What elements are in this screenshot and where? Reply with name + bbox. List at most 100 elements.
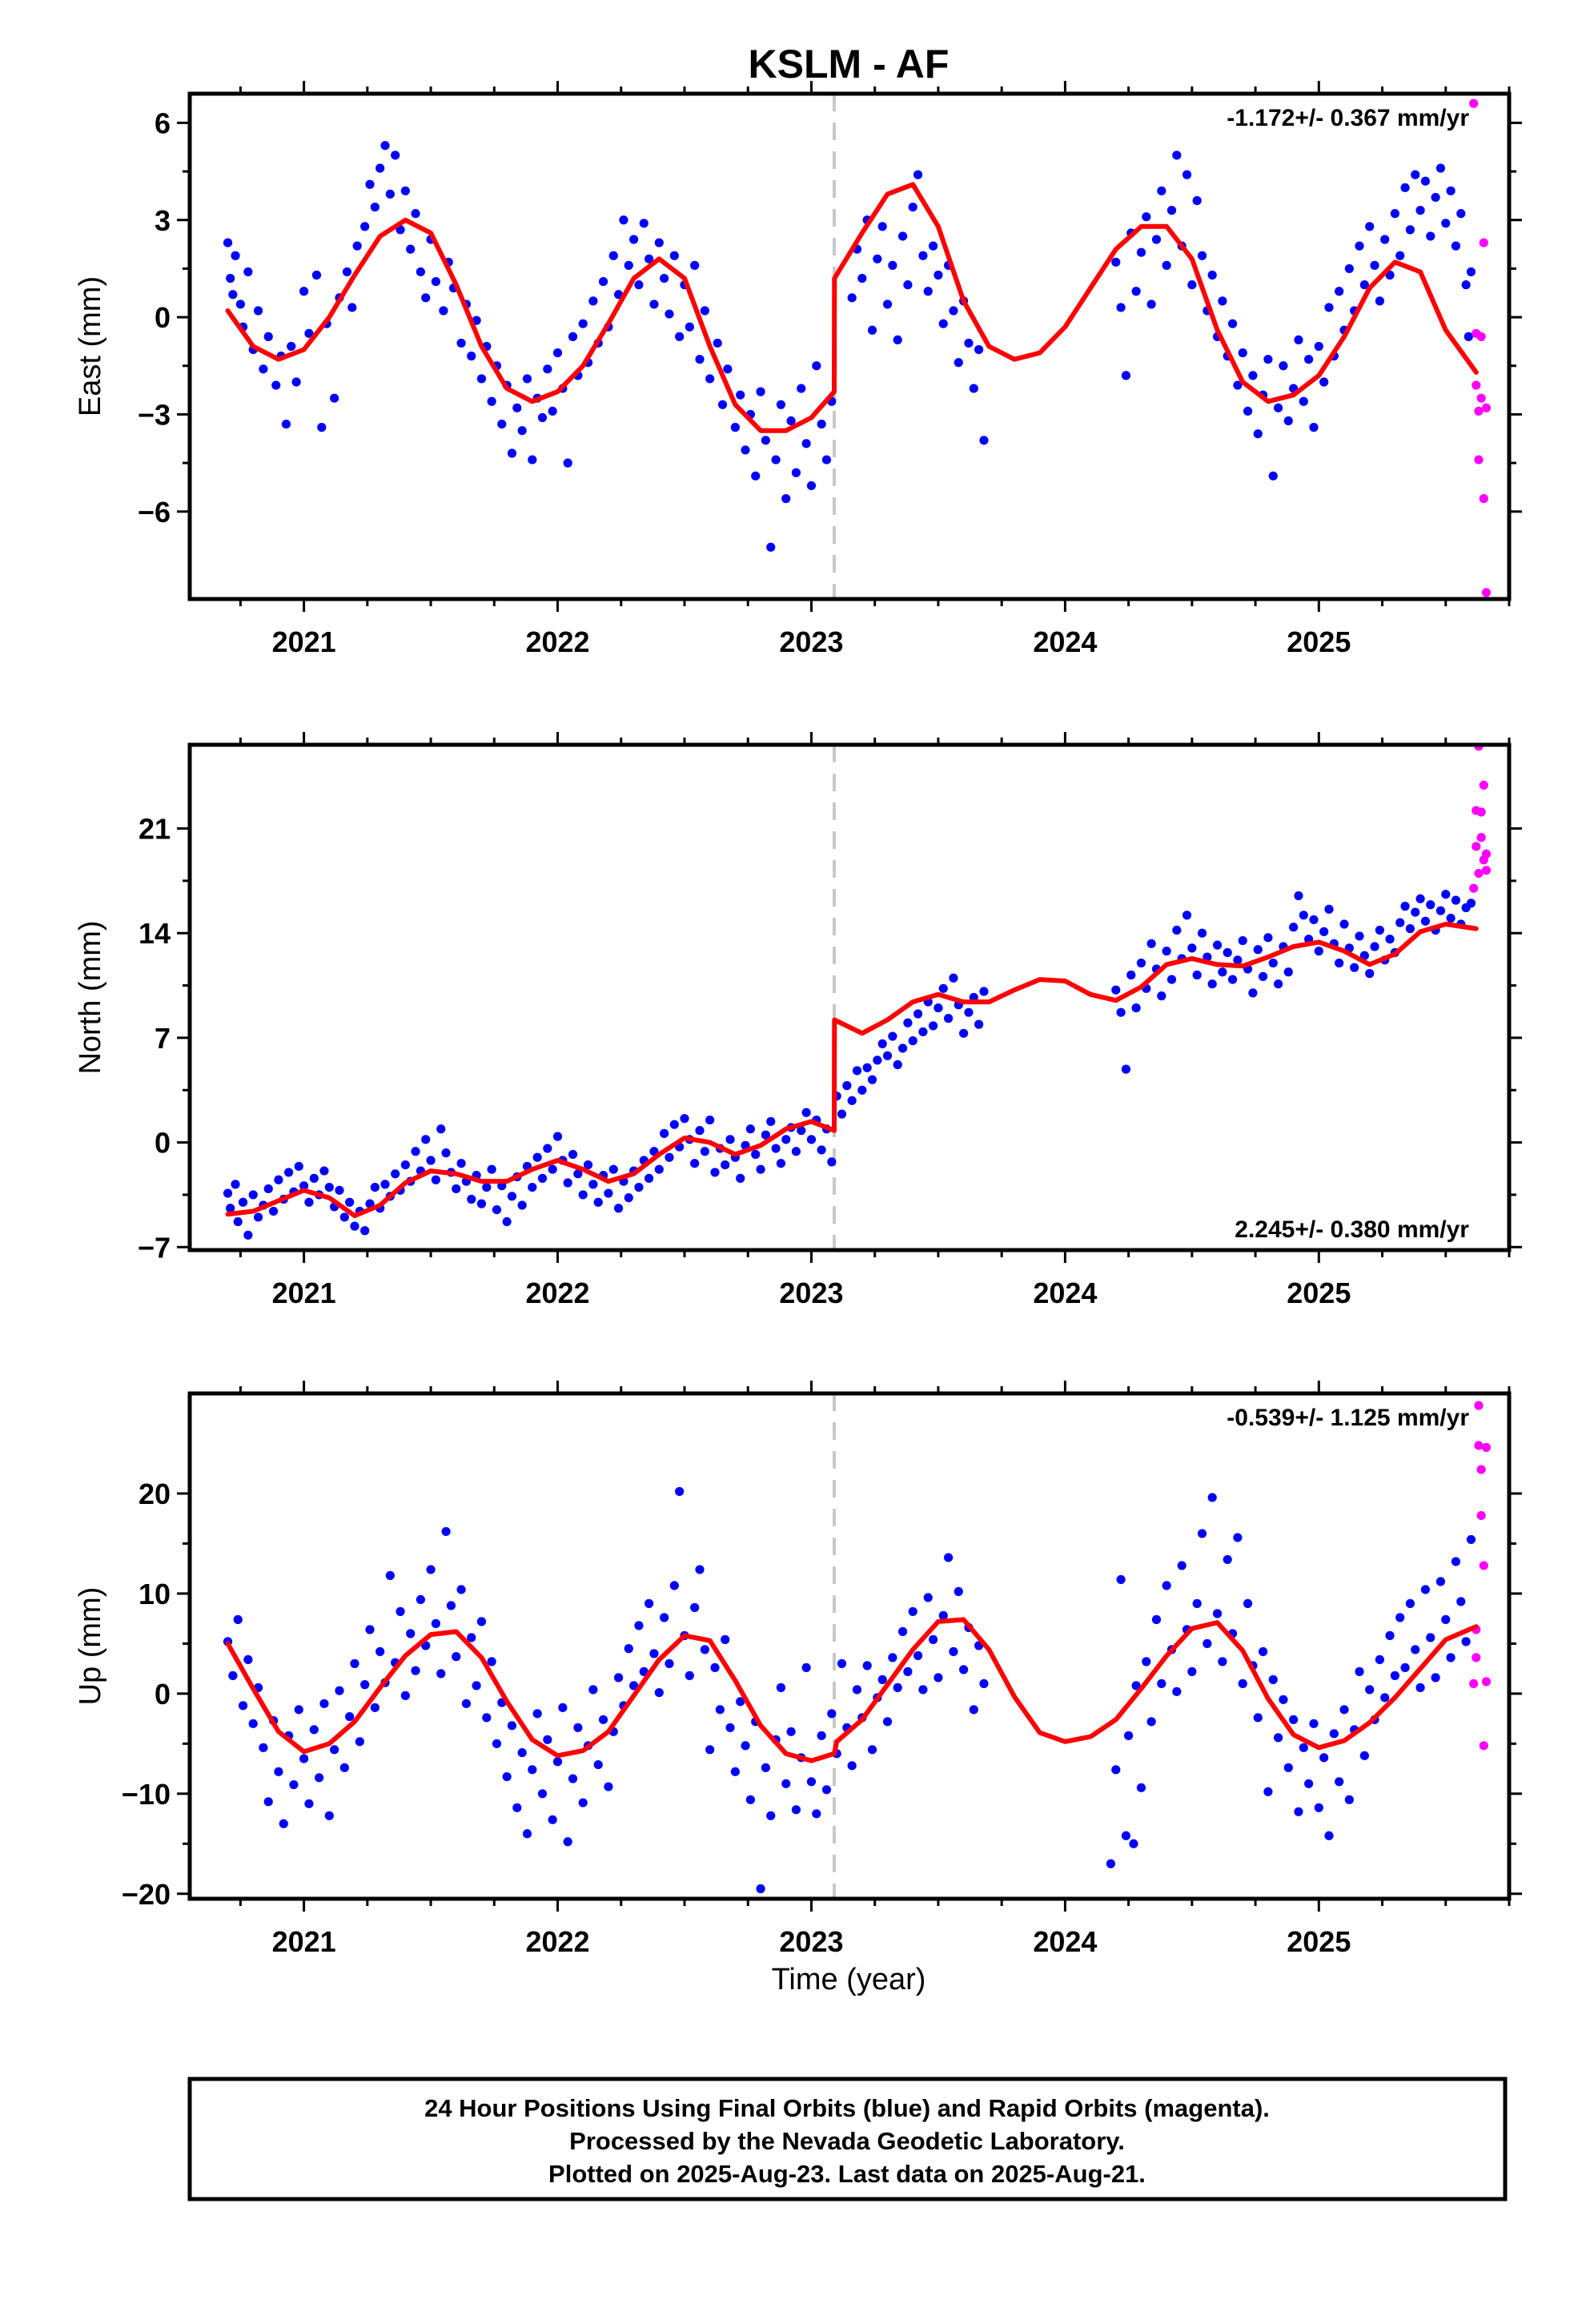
east-final-point bbox=[649, 300, 659, 309]
east-final-point bbox=[598, 277, 608, 287]
up-final-point bbox=[745, 1795, 756, 1804]
east-final-point bbox=[231, 251, 240, 260]
east-final-point bbox=[431, 277, 441, 287]
east-final-point bbox=[771, 455, 781, 464]
east-final-point bbox=[1192, 195, 1202, 206]
up-final-point bbox=[827, 1709, 837, 1719]
east-final-point bbox=[522, 374, 532, 384]
up-final-point bbox=[1420, 1585, 1431, 1594]
north-final-point bbox=[1253, 945, 1263, 955]
east-final-point bbox=[1131, 287, 1141, 296]
east-x-tick-label: 2023 bbox=[779, 625, 843, 658]
east-final-point bbox=[487, 396, 496, 406]
up-model-line bbox=[225, 1617, 1479, 1763]
up-final-point bbox=[1335, 1777, 1344, 1787]
east-final-point bbox=[867, 325, 877, 335]
north-plot-area bbox=[223, 745, 1492, 1250]
east-final-point bbox=[537, 412, 548, 423]
north-final-point bbox=[248, 1190, 258, 1200]
north-final-point bbox=[857, 1085, 867, 1095]
north-final-point bbox=[431, 1175, 441, 1184]
east-x-tick-label: 2021 bbox=[272, 625, 336, 658]
east-final-point bbox=[665, 309, 674, 319]
up-final-point bbox=[1124, 1731, 1134, 1740]
panel-up: 2021 2022 2023 2024 2025 −20 −10 0 10 20 Up (mm) -0… bbox=[74, 1381, 1522, 1958]
up-final-point bbox=[1289, 1715, 1299, 1724]
up-rapid-point bbox=[1476, 1465, 1486, 1474]
up-final-point bbox=[1283, 1763, 1293, 1772]
north-rapid-point bbox=[1481, 849, 1492, 858]
north-final-point bbox=[669, 1120, 679, 1129]
up-final-point bbox=[507, 1721, 517, 1731]
up-final-point bbox=[396, 1606, 405, 1616]
north-x-tick-label: 2025 bbox=[1287, 1277, 1351, 1309]
up-final-point bbox=[1344, 1795, 1354, 1804]
up-final-point bbox=[1111, 1765, 1121, 1775]
east-final-point bbox=[1116, 303, 1126, 312]
east-final-point bbox=[766, 542, 776, 552]
east-rapid-point bbox=[1481, 403, 1492, 412]
north-final-point bbox=[233, 1216, 243, 1227]
up-final-point bbox=[1243, 1598, 1253, 1608]
east-final-point bbox=[713, 338, 722, 348]
up-final-point bbox=[1142, 1657, 1151, 1667]
north-final-point bbox=[908, 1036, 917, 1046]
north-final-point bbox=[624, 1193, 633, 1203]
east-final-point bbox=[1233, 380, 1243, 390]
east-final-point bbox=[456, 338, 466, 348]
north-final-point bbox=[476, 1199, 487, 1208]
east-final-point bbox=[1461, 280, 1471, 290]
east-final-point bbox=[1279, 361, 1288, 371]
east-final-point bbox=[847, 293, 857, 303]
east-final-point bbox=[877, 222, 887, 231]
panel-north: 2021 2022 2023 2024 2025 −7 0 7 14 21 North (mm) 2.… bbox=[74, 732, 1522, 1309]
up-final-point bbox=[233, 1614, 243, 1624]
north-final-point bbox=[1263, 933, 1273, 943]
north-final-point bbox=[1187, 943, 1197, 953]
north-final-point bbox=[873, 1055, 882, 1065]
east-final-point bbox=[660, 273, 669, 283]
east-final-point bbox=[619, 215, 628, 225]
east-final-point bbox=[1456, 209, 1466, 219]
up-final-point bbox=[852, 1685, 862, 1695]
up-final-point bbox=[472, 1681, 481, 1691]
up-final-point bbox=[1380, 1693, 1390, 1703]
north-final-point bbox=[456, 1159, 466, 1168]
north-final-point bbox=[528, 1182, 537, 1192]
up-final-point bbox=[1258, 1647, 1268, 1656]
up-final-point bbox=[903, 1667, 913, 1676]
up-final-point bbox=[604, 1782, 613, 1791]
east-final-point bbox=[1365, 222, 1375, 231]
up-final-point bbox=[1441, 1614, 1451, 1624]
up-final-point bbox=[614, 1673, 624, 1683]
up-x-tick-label: 2025 bbox=[1287, 1925, 1351, 1958]
up-final-point bbox=[426, 1565, 436, 1574]
north-final-point bbox=[604, 1188, 613, 1198]
up-final-point bbox=[893, 1683, 902, 1692]
up-final-point bbox=[345, 1711, 355, 1722]
east-final-point bbox=[1359, 280, 1369, 290]
footer-line-2: Processed by the Nevada Geodetic Laborat… bbox=[569, 2127, 1125, 2155]
north-final-point bbox=[299, 1181, 309, 1191]
up-final-point bbox=[1304, 1779, 1314, 1788]
east-final-point bbox=[1395, 251, 1405, 260]
x-axis-label: Time (year) bbox=[772, 1963, 926, 1996]
up-final-point bbox=[786, 1727, 796, 1736]
east-x-tick-label: 2025 bbox=[1287, 625, 1351, 658]
up-final-point bbox=[441, 1526, 451, 1537]
north-final-point bbox=[756, 1164, 765, 1174]
east-final-point bbox=[786, 416, 796, 426]
north-final-point bbox=[928, 1021, 938, 1031]
up-final-point bbox=[1375, 1655, 1384, 1664]
up-final-point bbox=[644, 1598, 654, 1608]
north-final-point bbox=[1116, 1007, 1126, 1017]
east-final-point bbox=[281, 419, 291, 429]
north-final-point bbox=[1238, 935, 1247, 946]
east-final-point bbox=[756, 387, 765, 396]
north-rapid-point bbox=[1472, 842, 1481, 851]
up-final-point bbox=[675, 1486, 685, 1497]
up-final-point bbox=[624, 1644, 633, 1654]
north-rate-annotation: 2.245+/- 0.380 mm/yr bbox=[1235, 1216, 1469, 1243]
up-final-point bbox=[705, 1745, 715, 1755]
north-final-point bbox=[1121, 1064, 1131, 1074]
